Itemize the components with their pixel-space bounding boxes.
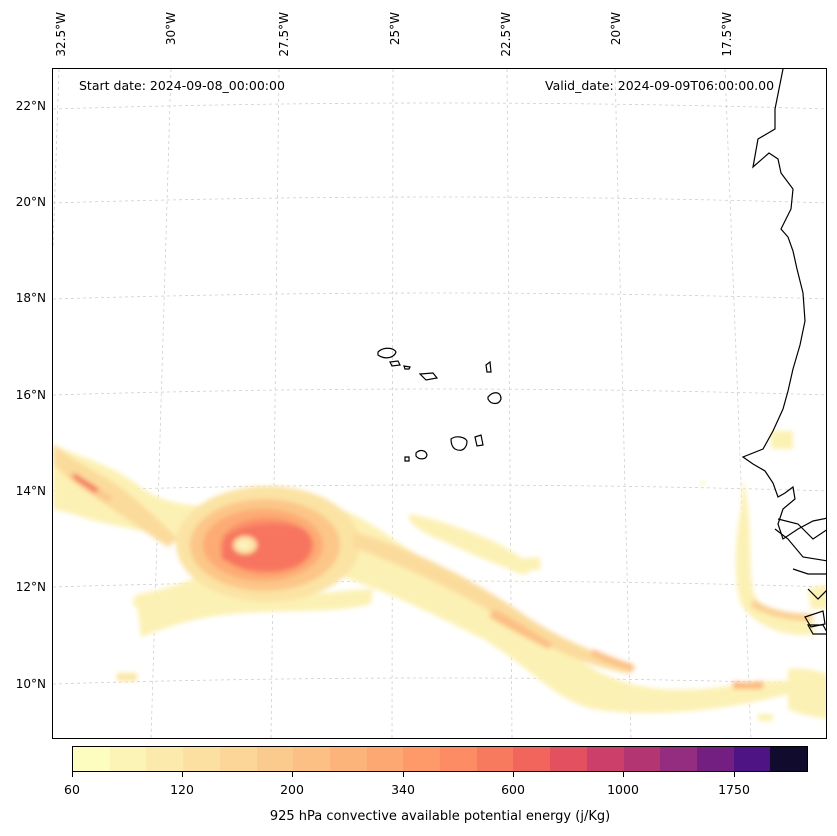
colorbar-tick-340: 340 xyxy=(391,782,415,797)
lon-label-25w: 25°W xyxy=(388,12,402,46)
colorbar-segment xyxy=(733,747,771,771)
cape-field xyxy=(53,431,826,721)
lon-label-20w: 20°W xyxy=(609,12,623,46)
colorbar-segment xyxy=(73,747,110,771)
colorbar-tick-60: 60 xyxy=(64,782,80,797)
lat-label-14n: 14°N xyxy=(15,484,46,498)
colorbar-segment xyxy=(696,747,734,771)
lat-label-20n: 20°N xyxy=(15,195,46,209)
colorbar-tick-200: 200 xyxy=(280,782,304,797)
colorbar-segment xyxy=(366,747,404,771)
lat-label-16n: 16°N xyxy=(15,388,46,402)
colorbar-segment xyxy=(329,747,367,771)
colorbar-segment xyxy=(146,747,184,771)
cape-map xyxy=(53,69,826,738)
lon-label-17-5w: 17.5°W xyxy=(720,12,734,57)
colorbar-tick-120: 120 xyxy=(170,782,194,797)
colorbar-tick-1750: 1750 xyxy=(718,782,750,797)
colorbar-segment xyxy=(476,747,514,771)
coastlines xyxy=(377,69,826,635)
lat-label-18n: 18°N xyxy=(15,291,46,305)
lon-label-30w: 30°W xyxy=(164,12,178,46)
colorbar-segment xyxy=(513,747,551,771)
lat-label-22n: 22°N xyxy=(15,99,46,113)
colorbar-segment xyxy=(109,747,147,771)
colorbar-segment xyxy=(770,747,808,771)
lat-label-12n: 12°N xyxy=(15,580,46,594)
lon-label-22-5w: 22.5°W xyxy=(499,12,513,57)
colorbar-tick-1000: 1000 xyxy=(607,782,639,797)
colorbar-tick-600: 600 xyxy=(501,782,525,797)
valid-date-label: Valid_date: 2024-09-09T06:00:00.00 xyxy=(545,78,775,93)
colorbar xyxy=(72,746,808,772)
colorbar-segment xyxy=(586,747,624,771)
colorbar-segment xyxy=(623,747,661,771)
colorbar-segment xyxy=(256,747,294,771)
start-date-label: Start date: 2024-09-08_00:00:00 xyxy=(79,78,285,93)
colorbar-label: 925 hPa convective available potential e… xyxy=(269,809,611,824)
map-panel xyxy=(52,68,827,739)
colorbar-segment xyxy=(403,747,441,771)
colorbar-segment xyxy=(440,747,477,771)
colorbar-segment xyxy=(660,747,697,771)
lon-label-32-5w: 32.5°W xyxy=(54,12,68,57)
colorbar-segment xyxy=(219,747,257,771)
graticule xyxy=(53,69,826,738)
lat-label-10n: 10°N xyxy=(15,677,46,691)
colorbar-segment xyxy=(293,747,330,771)
colorbar-segment xyxy=(183,747,220,771)
lon-label-27-5w: 27.5°W xyxy=(277,12,291,57)
colorbar-segment xyxy=(550,747,587,771)
